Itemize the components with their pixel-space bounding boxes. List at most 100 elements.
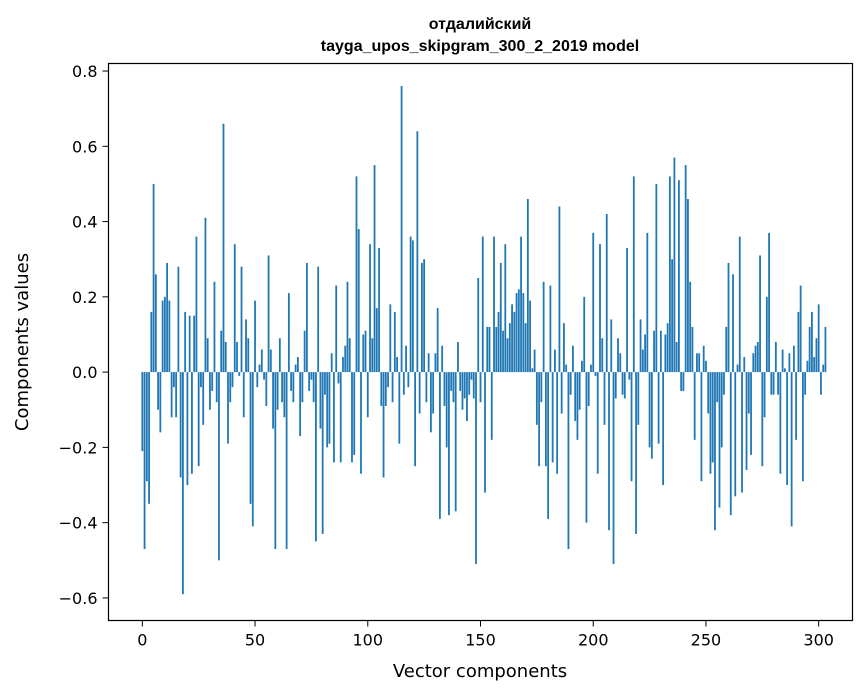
bar-116 <box>402 372 405 395</box>
bar-54 <box>263 372 265 380</box>
bar-84 <box>330 353 333 373</box>
bar-250 <box>705 360 707 373</box>
chart-title-line-1: отдалийский <box>429 16 531 33</box>
bar-151 <box>481 236 484 373</box>
bar-56 <box>267 255 270 373</box>
bar-155 <box>490 372 493 440</box>
bar-28 <box>204 217 207 373</box>
bar-280 <box>772 372 775 395</box>
bar-73 <box>306 262 308 373</box>
bar-43 <box>238 372 241 376</box>
bar-273 <box>756 342 759 373</box>
bar-172 <box>529 300 531 373</box>
chart-title-line-2: tayga_upos_skipgram_300_2_2019 model <box>321 38 639 55</box>
bar-32 <box>213 281 216 373</box>
bar-301 <box>820 372 822 395</box>
bar-99 <box>364 330 367 373</box>
bar-11 <box>166 262 169 373</box>
bar-41 <box>233 244 236 373</box>
bar-108 <box>384 372 387 406</box>
bar-205 <box>603 372 606 425</box>
bar-224 <box>646 232 649 373</box>
bar-202 <box>596 372 599 474</box>
bar-173 <box>531 368 534 373</box>
bar-284 <box>781 349 784 373</box>
bar-226 <box>650 372 653 459</box>
bar-62 <box>281 372 283 403</box>
bar-7 <box>157 372 159 410</box>
bar-57 <box>269 349 272 373</box>
bar-142 <box>461 372 464 410</box>
bar-199 <box>590 364 592 373</box>
bar-92 <box>348 338 351 373</box>
bar-63 <box>283 372 286 418</box>
bar-186 <box>560 372 563 414</box>
bar-231 <box>662 372 665 486</box>
bar-278 <box>768 232 770 373</box>
bar-44 <box>240 266 243 373</box>
x-tick-label: 150 <box>465 631 496 650</box>
bar-178 <box>542 281 545 373</box>
bar-23 <box>193 315 196 373</box>
bar-112 <box>393 311 396 373</box>
bar-281 <box>774 342 777 373</box>
bar-154 <box>488 326 491 373</box>
bar-45 <box>242 372 245 418</box>
bar-269 <box>747 372 750 414</box>
bar-256 <box>718 372 721 508</box>
bar-193 <box>576 372 579 440</box>
bar-135 <box>445 372 448 448</box>
bar-36 <box>222 123 225 373</box>
bar-4 <box>150 311 153 373</box>
bar-5 <box>152 183 155 373</box>
bar-245 <box>693 372 696 440</box>
bar-268 <box>745 372 748 470</box>
bar-166 <box>515 293 518 373</box>
bar-161 <box>504 244 507 373</box>
bar-234 <box>668 176 671 373</box>
bar-40 <box>231 372 234 388</box>
bar-255 <box>716 372 719 403</box>
bar-29 <box>206 338 209 373</box>
bar-170 <box>524 323 527 373</box>
bar-9 <box>161 300 164 373</box>
bar-79 <box>319 372 322 429</box>
bar-286 <box>786 372 789 486</box>
bar-104 <box>375 308 378 373</box>
bar-137 <box>450 372 453 391</box>
bar-85 <box>333 372 335 463</box>
bar-98 <box>362 334 365 373</box>
bar-145 <box>468 372 471 395</box>
bar-58 <box>272 372 274 429</box>
bar-227 <box>653 330 655 373</box>
bar-164 <box>511 304 513 373</box>
bar-53 <box>260 349 263 373</box>
bar-20 <box>186 372 189 486</box>
bar-218 <box>632 176 635 373</box>
bar-111 <box>391 372 394 403</box>
bar-3 <box>148 372 150 504</box>
bar-55 <box>265 372 268 406</box>
bar-123 <box>418 372 421 414</box>
bar-125 <box>423 259 426 373</box>
bar-246 <box>696 353 698 373</box>
bar-61 <box>278 338 281 373</box>
bar-165 <box>513 311 516 373</box>
plot-frame <box>107 62 854 622</box>
bar-146 <box>470 372 473 380</box>
bar-49 <box>251 372 254 527</box>
bar-156 <box>493 236 495 373</box>
bar-65 <box>287 293 290 373</box>
x-tick-label: 0 <box>137 631 147 650</box>
bar-267 <box>743 357 746 373</box>
bar-97 <box>360 372 362 474</box>
bar-14 <box>172 372 175 388</box>
bar-128 <box>430 372 432 433</box>
bar-228 <box>655 183 658 373</box>
bar-232 <box>664 334 667 373</box>
y-axis-ticks: −0.6 −0.4 −0.2 0.0 0.2 0.4 0.6 0.8 <box>59 62 109 608</box>
bar-184 <box>556 372 559 474</box>
bar-83 <box>328 372 331 444</box>
bar-13 <box>170 372 173 418</box>
